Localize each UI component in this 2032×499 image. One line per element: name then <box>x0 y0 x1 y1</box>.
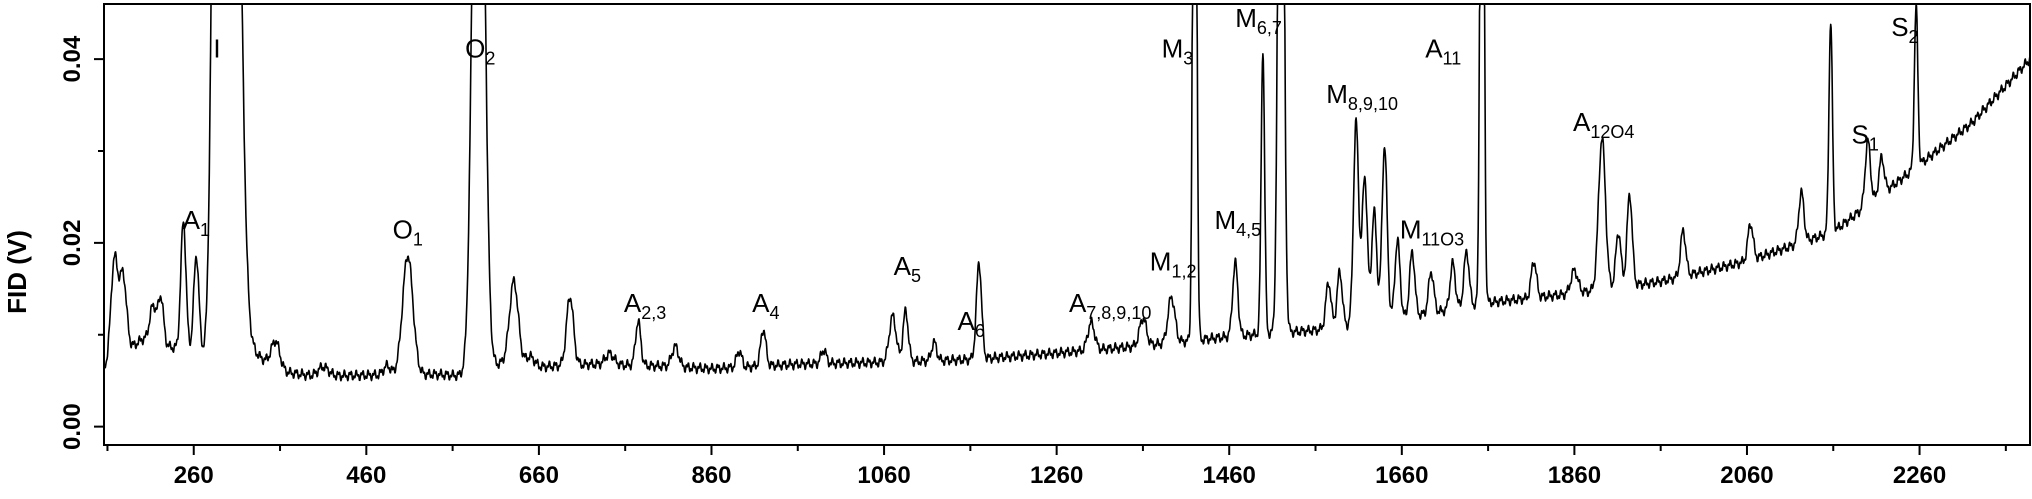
peak-label: M8,9,10 <box>1326 79 1398 114</box>
peak-label: S2 <box>1891 12 1918 47</box>
peak-label: A6 <box>958 306 985 341</box>
peak-label: M3 <box>1162 33 1194 68</box>
peak-label: M11O3 <box>1400 214 1464 249</box>
peak-labels: A1 I O1 O2 A2,3 A4 A5 A6 A7,8,9,10 M1,2 M3 M4,5 M6,7… <box>183 3 1919 341</box>
peak-label: M6,7 <box>1235 3 1282 38</box>
y-tick-label: 0.04 <box>59 35 86 82</box>
x-tick-label: 1660 <box>1375 462 1428 489</box>
peak-label: A11 <box>1425 33 1461 68</box>
peak-label: A7,8,9,10 <box>1069 288 1151 323</box>
x-tick-label: 1460 <box>1203 462 1256 489</box>
peak-label: I <box>213 33 220 63</box>
peak-label: S1 <box>1852 120 1879 155</box>
peak-label: O2 <box>465 33 495 68</box>
peak-label: A5 <box>894 251 921 286</box>
plot-frame <box>103 3 2031 446</box>
x-axis: 260 460 660 860 1060 1260 1460 1660 1860 2060 2260 <box>106 445 2007 489</box>
y-axis: 0.00 0.02 0.04 <box>59 35 104 450</box>
y-tick-label: 0.00 <box>59 403 86 450</box>
x-tick-label: 660 <box>519 462 559 489</box>
x-tick-label: 2060 <box>1720 462 1773 489</box>
peak-label: A1 <box>183 205 210 240</box>
peak-label: A4 <box>752 288 779 323</box>
peak-label: M4,5 <box>1215 205 1262 240</box>
peak-label: M1,2 <box>1150 246 1197 281</box>
x-tick-label: 1060 <box>857 462 910 489</box>
x-tick-label: 1260 <box>1030 462 1083 489</box>
peak-label: O1 <box>393 214 423 249</box>
fid-trace-line <box>103 3 2031 382</box>
x-tick-label: 1860 <box>1548 462 1601 489</box>
y-tick-label: 0.02 <box>59 220 86 267</box>
x-tick-label: 860 <box>691 462 731 489</box>
x-tick-label: 460 <box>346 462 386 489</box>
x-tick-label: 260 <box>174 462 214 489</box>
peak-label: A12O4 <box>1573 107 1634 142</box>
peak-label: A2,3 <box>624 288 666 323</box>
y-axis-label: FID (V) <box>2 230 32 314</box>
x-tick-label: 2260 <box>1893 462 1946 489</box>
